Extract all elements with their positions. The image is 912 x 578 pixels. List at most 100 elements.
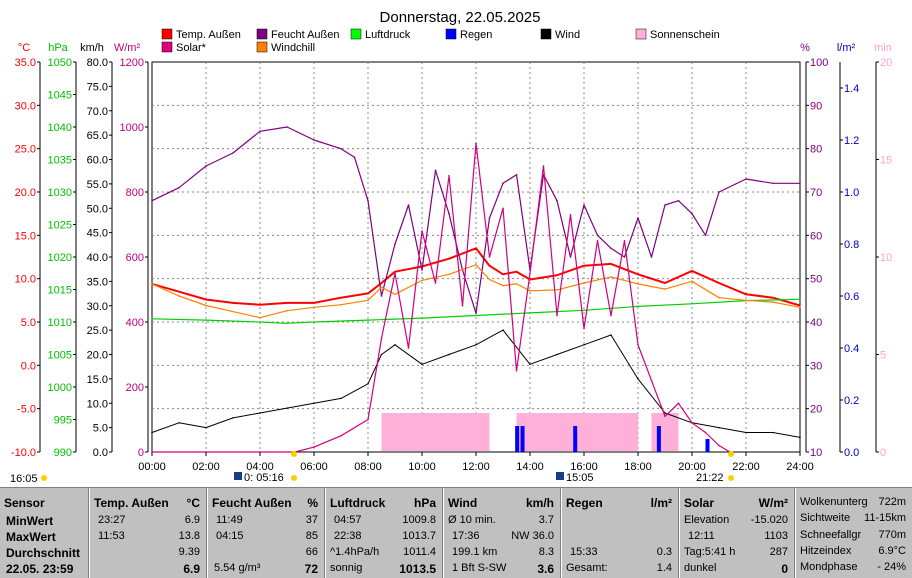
humidity-unit-label: %	[800, 42, 810, 54]
rain-axis-tick-label: 1.0	[844, 187, 859, 199]
point-solar-	[313, 446, 315, 448]
sunshine-bar	[624, 413, 638, 451]
point-windchill	[664, 288, 666, 290]
x-tick-label: 04:00	[246, 461, 274, 473]
point-wind	[205, 426, 207, 429]
pressure-max-value: 1013.7	[402, 530, 436, 542]
point-wind	[367, 382, 369, 385]
point-wind	[421, 363, 423, 366]
axis-units: °C hPa km/h W/m²% l/m² min	[18, 42, 892, 54]
point-feucht-au-en	[556, 199, 558, 202]
x-tick-label: 22:00	[732, 461, 760, 473]
legend-swatch	[540, 28, 552, 40]
point-temp-au-en	[313, 302, 315, 304]
point-luftdruck	[367, 319, 369, 321]
point-wind	[772, 431, 774, 434]
humidity-column: Feucht Außen % 11:49 37 04:15 85 66 5.54 g…	[208, 488, 324, 578]
point-windchill	[745, 299, 747, 302]
x-tick-label: 14:00	[516, 461, 544, 473]
sensor-column: Sensor MinWert MaxWert Durchschnitt 22.0…	[0, 488, 88, 578]
stats-panel: Sensor MinWert MaxWert Durchschnitt 22.0…	[0, 487, 912, 578]
sunset-label: 21:22	[696, 472, 724, 484]
sensor-header: Sensor	[4, 496, 45, 510]
absolute-humidity: 5.54 g/m³	[214, 562, 261, 574]
point-temp-au-en	[488, 264, 491, 267]
noon-label: 15:05	[566, 472, 594, 484]
point-feucht-au-en	[232, 152, 234, 154]
point-temp-au-en	[664, 282, 666, 284]
sun-dot-icon	[291, 475, 297, 481]
point-wind	[529, 363, 531, 366]
point-wind	[583, 343, 585, 346]
point-windchill	[313, 306, 315, 309]
legend-swatch	[445, 28, 457, 40]
elevation-value: -15.020	[750, 514, 788, 526]
grid	[151, 61, 801, 453]
pressure-column: Luftdruck hPa 04:57 1009.8 22:38 1013.7 ^1…	[326, 488, 442, 578]
point-solar-	[461, 304, 464, 307]
legend-label: Feucht Außen	[271, 29, 340, 41]
legend-label: Temp. Außen	[176, 29, 241, 41]
sunshine-bar	[449, 413, 463, 451]
solar-max-value: 1103	[764, 530, 788, 542]
humidity-axis-tick-label: 40	[810, 317, 822, 329]
point-windchill	[259, 316, 261, 319]
sunshine-bar	[435, 413, 449, 451]
point-wind	[448, 353, 450, 356]
humidity-unit: %	[307, 496, 318, 510]
point-solar-	[502, 207, 504, 210]
point-temp-au-en	[583, 264, 585, 267]
point-wind	[502, 329, 504, 331]
point-temp-au-en	[232, 302, 234, 304]
rain-axis-tick-label: 0.4	[844, 343, 859, 355]
point-wind	[475, 343, 477, 346]
point-feucht-au-en	[596, 234, 599, 237]
point-feucht-au-en	[259, 130, 261, 133]
left-time-label: 16:05	[10, 473, 38, 485]
point-solar-	[434, 282, 437, 284]
rain-axis-tick-label: 0.6	[844, 291, 859, 303]
visibility-label: Sichtweite	[800, 512, 851, 524]
point-luftdruck	[799, 298, 801, 301]
pressure-axis-tick-label: 1045	[48, 90, 72, 102]
point-temp-au-en	[691, 270, 693, 272]
point-feucht-au-en	[772, 182, 774, 185]
sunshine-bar	[665, 413, 679, 451]
point-solar-	[380, 337, 383, 340]
point-feucht-au-en	[286, 126, 288, 128]
sun-dot-icon	[728, 475, 734, 481]
point-solar-	[569, 213, 572, 216]
rain-unit: l/m²	[650, 496, 672, 510]
solar-axis-tick-label: 200	[126, 382, 144, 394]
series-windchill	[151, 264, 801, 319]
solar-column: Solar W/m² Elevation -15.020 12:11 1103 Ta…	[680, 488, 794, 578]
sunshine-bar	[476, 413, 490, 451]
x-tick-label: 16:00	[570, 461, 598, 473]
point-feucht-au-en	[610, 247, 612, 250]
point-windchill	[151, 283, 153, 285]
pressure-axis-tick-label: 1015	[48, 285, 72, 297]
cloud-base-value: 722m	[878, 496, 906, 508]
pressure-min-value: 1009.8	[402, 514, 436, 526]
sunshine-bar	[408, 413, 422, 451]
point-solar-	[475, 142, 477, 145]
point-feucht-au-en	[178, 186, 180, 189]
point-solar-	[637, 343, 639, 346]
rain-total-label: Gesamt:	[566, 562, 608, 574]
temp-unit: °C	[186, 496, 200, 510]
humidity-max-value: 85	[305, 530, 318, 542]
point-temp-au-en	[380, 282, 383, 284]
humidity-axis-tick-label: 100	[810, 57, 828, 69]
point-solar-	[596, 239, 599, 242]
legend: Temp. Außen Feucht Außen Luftdruck Regen Win…	[161, 28, 720, 54]
sunshine-bar	[557, 413, 571, 451]
wind-header: Wind	[448, 496, 478, 510]
rain-bars	[515, 426, 710, 452]
light-state: dunkel	[684, 562, 717, 574]
temp-axis-tick-label: -10.0	[11, 447, 36, 459]
temp-min-value: 6.9	[184, 514, 200, 526]
wind-beaufort: 1 Bft S-SW	[452, 562, 507, 574]
pressure-axis-tick-label: 1005	[48, 350, 72, 362]
sunshine-bar	[584, 413, 598, 451]
point-luftdruck	[205, 319, 207, 321]
